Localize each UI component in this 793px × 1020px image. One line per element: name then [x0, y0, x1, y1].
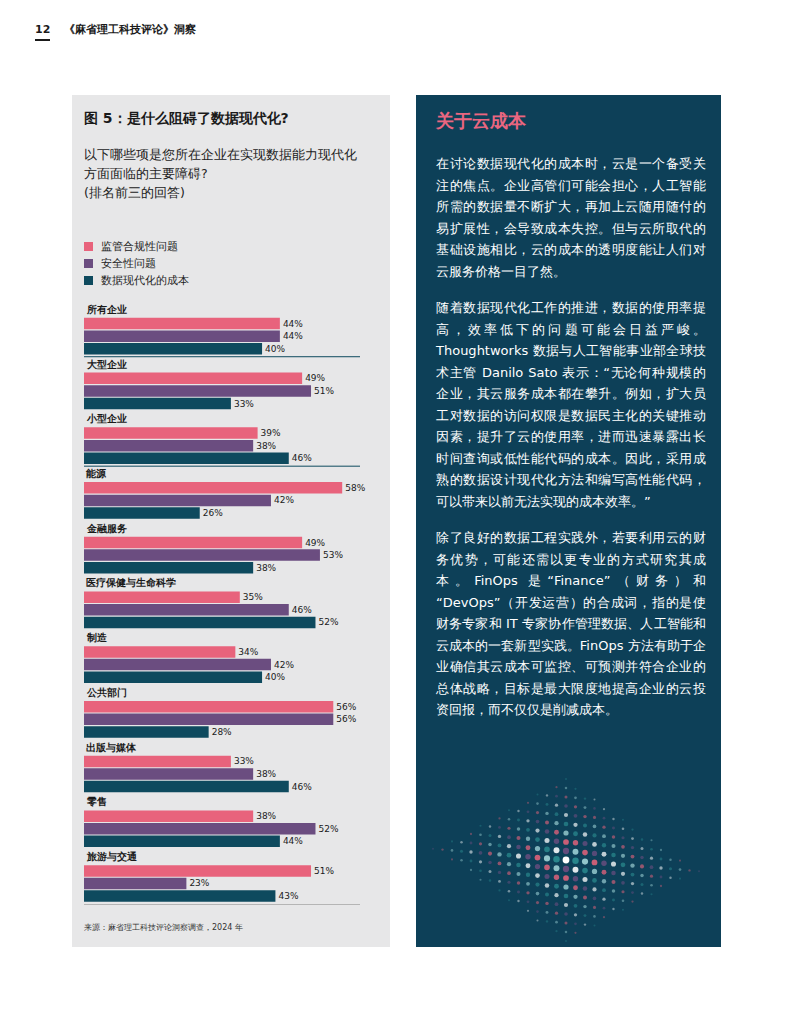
svg-text:33%: 33%: [234, 756, 254, 766]
html-text:监管合规性问题: 监管合规性问题: [101, 239, 178, 252]
svg-text:公共部门: 公共部门: [86, 687, 127, 698]
html-text:随着数据现代化工作的推进，数据的使用率提高，效率低下的问题可: 随着数据现代化工作的推进，数据的使用率提高，效率低下的问题可能会日益严峻。Tho…: [436, 300, 706, 509]
svg-text:58%: 58%: [345, 483, 365, 493]
svg-text:小型企业: 小型企业: [86, 413, 127, 424]
svg-text:40%: 40%: [265, 672, 285, 682]
svg-text:42%: 42%: [274, 495, 294, 505]
svg-text:44%: 44%: [283, 319, 303, 329]
svg-text:33%: 33%: [234, 399, 254, 409]
svg-text:44%: 44%: [283, 836, 303, 846]
svg-text:能源: 能源: [86, 468, 107, 479]
svg-text:旅游与交通: 旅游与交通: [86, 851, 138, 862]
svg-text:49%: 49%: [305, 373, 325, 383]
svg-text:38%: 38%: [256, 563, 276, 573]
svg-text:38%: 38%: [256, 769, 276, 779]
html-text:数据现代化的成本: 数据现代化的成本: [101, 273, 189, 286]
svg-text:52%: 52%: [318, 824, 338, 834]
svg-text:35%: 35%: [243, 592, 263, 602]
svg-text:46%: 46%: [292, 782, 312, 792]
svg-text:所有企业: 所有企业: [86, 304, 127, 315]
html-text:图 5：是什么阻碍了数据现代化?: 图 5：是什么阻碍了数据现代化?: [84, 110, 289, 126]
svg-text:56%: 56%: [336, 714, 356, 724]
svg-text:49%: 49%: [305, 538, 325, 548]
svg-text:38%: 38%: [256, 441, 276, 451]
svg-text:38%: 38%: [256, 811, 276, 821]
svg-text:零售: 零售: [86, 796, 107, 807]
svg-text:51%: 51%: [314, 866, 334, 876]
svg-text:46%: 46%: [292, 453, 312, 463]
svg-text:制造: 制造: [86, 632, 108, 643]
html-text:安全性问题: 安全性问题: [101, 256, 156, 269]
html-text:(排名前三的回答): (排名前三的回答): [84, 185, 185, 200]
svg-text:28%: 28%: [212, 727, 232, 737]
svg-text:40%: 40%: [265, 344, 285, 354]
svg-text:出版与媒体: 出版与媒体: [86, 742, 137, 753]
svg-text:43%: 43%: [278, 891, 298, 901]
svg-text:金融服务: 金融服务: [86, 523, 127, 534]
svg-text:23%: 23%: [189, 878, 209, 888]
html-text:12: 12: [35, 23, 51, 36]
html-text:除了良好的数据工程实践外，若要利用云的财务优势，可能还需以更: 除了良好的数据工程实践外，若要利用云的财务优势，可能还需以更专业的方式研究其成本…: [436, 530, 706, 717]
svg-text:大型企业: 大型企业: [86, 359, 127, 370]
html-text:在讨论数据现代化的成本时，云是一个备受关注的焦点。企业高管们: 在讨论数据现代化的成本时，云是一个备受关注的焦点。企业高管们可能会担心，人工智能…: [436, 156, 706, 279]
svg-text:42%: 42%: [274, 660, 294, 670]
svg-text:52%: 52%: [318, 617, 338, 627]
svg-text:39%: 39%: [261, 428, 281, 438]
svg-text:51%: 51%: [314, 386, 334, 396]
svg-text:46%: 46%: [292, 605, 312, 615]
svg-text:医疗保健与生命科学: 医疗保健与生命科学: [86, 577, 176, 588]
svg-text:26%: 26%: [203, 508, 223, 518]
svg-text:53%: 53%: [323, 550, 343, 560]
html-text:《麻省理工科技评论》洞察: 《麻省理工科技评论》洞察: [64, 23, 197, 36]
html-text:以下哪些项是您所在企业在实现数据能力现代化方面面临的主要障碍: 以下哪些项是您所在企业在实现数据能力现代化方面面临的主要障碍?: [84, 147, 357, 181]
svg-text:34%: 34%: [238, 647, 258, 657]
html-text:关于云成本: 关于云成本: [436, 110, 526, 131]
svg-text:44%: 44%: [283, 331, 303, 341]
html-text:来源：麻省理工科技评论洞察调查，2024 年: 来源：麻省理工科技评论洞察调查，2024 年: [84, 923, 243, 932]
svg-text:56%: 56%: [336, 702, 356, 712]
